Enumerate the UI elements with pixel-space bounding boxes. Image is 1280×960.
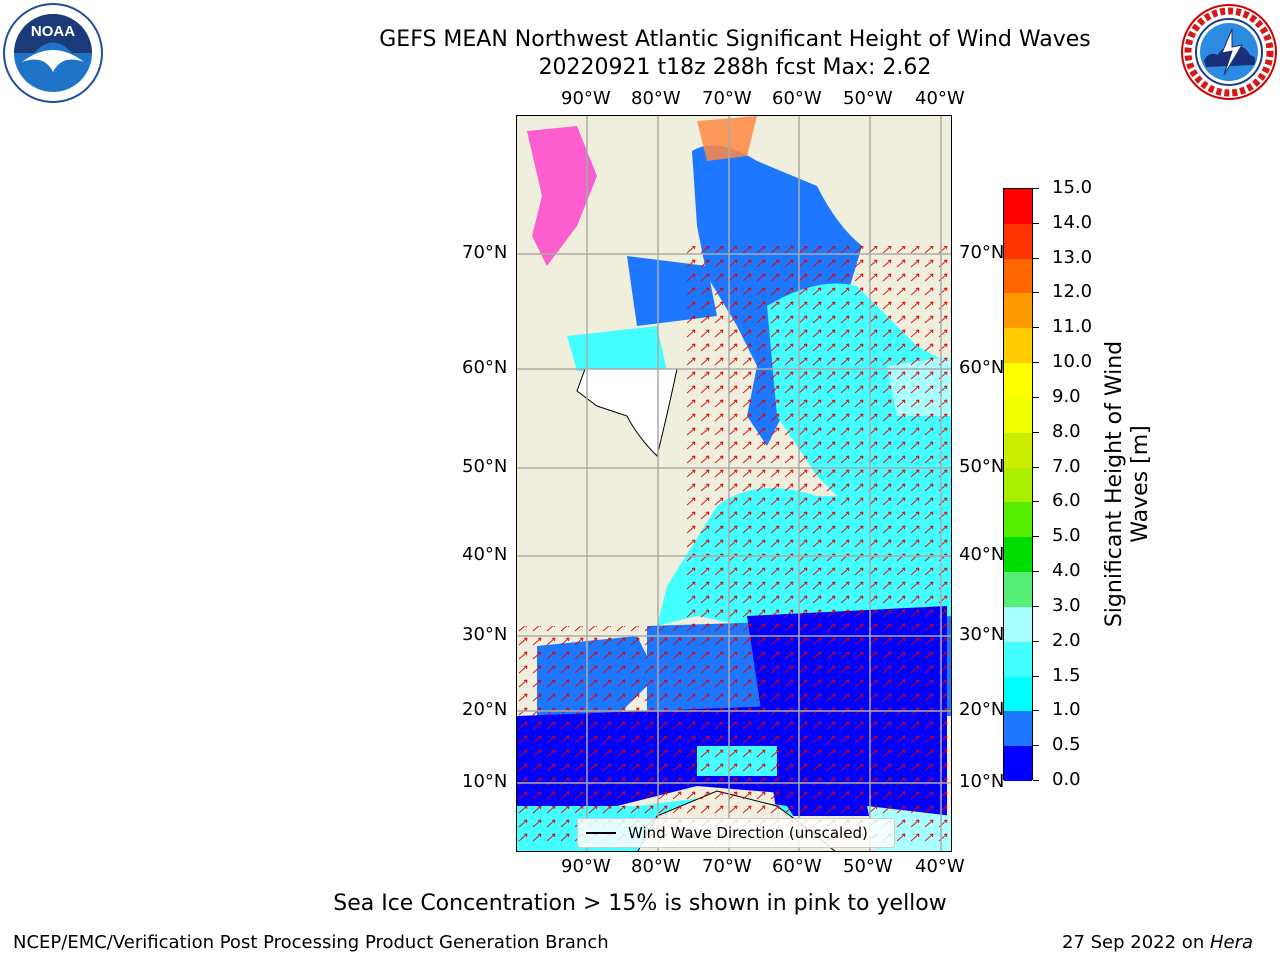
colorbar-tick-label: 0.5	[1052, 734, 1081, 756]
colorbar-tick-label: 4.0	[1052, 560, 1081, 582]
colorbar-tick-mark	[1033, 605, 1039, 607]
nws-logo	[1180, 3, 1278, 101]
map-legend: Wind Wave Direction (unscaled)	[577, 818, 895, 848]
colorbar-segment	[1004, 258, 1032, 294]
chart-subtitle: 20220921 t18z 288h fcst Max: 2.62	[538, 55, 932, 80]
lat-tick-right: 30°N	[959, 624, 1005, 645]
noaa-logo: NOAA	[2, 2, 104, 104]
colorbar-tick-label: 15.0	[1052, 177, 1093, 198]
sea-ice-pink	[527, 126, 597, 266]
colorbar-segment	[1004, 328, 1032, 364]
colorbar-segment	[1004, 711, 1032, 747]
colorbar-tick-label: 0.0	[1052, 769, 1081, 790]
colorbar-tick-mark	[1033, 466, 1039, 468]
colorbar-tick-label: 1.0	[1052, 699, 1081, 721]
colorbar-tick-mark	[1033, 257, 1039, 259]
colorbar-tick-label: 13.0	[1052, 246, 1093, 268]
lon-tick-top: 70°W	[702, 88, 752, 109]
lat-tick-right: 20°N	[959, 699, 1005, 720]
ocean-hudson-bay	[567, 326, 667, 371]
lat-tick-right: 10°N	[959, 771, 1005, 792]
credit-date: 27 Sep 2022 on Hera	[1062, 932, 1254, 953]
lat-tick-right: 60°N	[959, 357, 1005, 378]
colorbar-tick-label: 6.0	[1052, 490, 1081, 512]
colorbar-tick-mark	[1033, 292, 1039, 294]
colorbar-segment	[1004, 189, 1032, 224]
lon-tick-top: 90°W	[561, 88, 611, 109]
hudson-white	[576, 368, 678, 457]
lat-tick-left: 40°N	[462, 544, 508, 565]
colorbar-tick-label: 5.0	[1052, 525, 1081, 547]
colorbar-tick-label: 9.0	[1052, 385, 1081, 407]
colorbar-tick-mark	[1033, 362, 1039, 364]
colorbar-tick-label: 14.0	[1052, 211, 1093, 233]
colorbar-title: Significant Height of Wind Waves [m]	[1102, 340, 1153, 628]
lat-tick-left: 20°N	[462, 699, 508, 720]
lon-tick-bottom: 70°W	[702, 856, 752, 877]
colorbar-tick-mark	[1033, 640, 1039, 642]
lat-tick-right: 40°N	[959, 544, 1005, 565]
colorbar-tick-label: 11.0	[1052, 316, 1093, 338]
colorbar-tick-mark	[1033, 188, 1039, 189]
lat-tick-left: 50°N	[462, 456, 508, 477]
colorbar	[1003, 188, 1033, 781]
colorbar-segment	[1004, 293, 1032, 329]
colorbar-tick-label: 12.0	[1052, 281, 1093, 303]
colorbar-tick-label: 8.0	[1052, 420, 1081, 442]
lat-tick-left: 10°N	[462, 771, 508, 792]
lon-tick-top: 50°W	[843, 88, 893, 109]
map-canvas	[517, 116, 951, 851]
sea-ice-orange	[697, 116, 757, 161]
lon-tick-bottom: 50°W	[843, 856, 893, 877]
lon-tick-top: 40°W	[915, 88, 965, 109]
colorbar-tick-mark	[1033, 675, 1039, 677]
colorbar-tick-label: 7.0	[1052, 455, 1081, 477]
colorbar-tick-label: 1.5	[1052, 664, 1081, 686]
lat-tick-right: 70°N	[959, 242, 1005, 263]
legend-label: Wind Wave Direction (unscaled)	[628, 824, 868, 842]
colorbar-tick-mark	[1033, 745, 1039, 747]
colorbar-segment	[1004, 572, 1032, 607]
lat-tick-left: 60°N	[462, 357, 508, 378]
lat-tick-left: 70°N	[462, 242, 508, 263]
colorbar-segment	[1004, 676, 1032, 712]
lon-tick-bottom: 80°W	[631, 856, 681, 877]
colorbar-tick-label: 2.0	[1052, 629, 1081, 651]
lon-tick-top: 60°W	[772, 88, 822, 109]
lon-tick-top: 80°W	[631, 88, 681, 109]
svg-text:NOAA: NOAA	[31, 23, 75, 40]
colorbar-segment	[1004, 606, 1032, 642]
colorbar-tick-mark	[1033, 571, 1039, 573]
colorbar-tick-mark	[1033, 780, 1039, 781]
lat-tick-left: 30°N	[462, 624, 508, 645]
lon-tick-bottom: 40°W	[915, 856, 965, 877]
colorbar-segment	[1004, 502, 1032, 538]
colorbar-segment	[1004, 746, 1032, 781]
legend-line-icon	[586, 832, 616, 834]
colorbar-tick-mark	[1033, 710, 1039, 712]
wave-height-map	[516, 115, 952, 852]
lat-tick-right: 50°N	[959, 456, 1005, 477]
colorbar-tick-mark	[1033, 536, 1039, 538]
colorbar-tick-mark	[1033, 327, 1039, 329]
lon-tick-bottom: 90°W	[561, 856, 611, 877]
colorbar-segment	[1004, 467, 1032, 503]
colorbar-tick-mark	[1033, 222, 1039, 224]
lon-tick-bottom: 60°W	[772, 856, 822, 877]
colorbar-segment	[1004, 537, 1032, 573]
credit-branch: NCEP/EMC/Verification Post Processing Pr…	[13, 932, 609, 953]
colorbar-tick-label: 10.0	[1052, 351, 1093, 373]
colorbar-segment	[1004, 363, 1032, 398]
colorbar-segment	[1004, 397, 1032, 433]
colorbar-tick-mark	[1033, 501, 1039, 503]
sea-ice-note: Sea Ice Concentration > 15% is shown in …	[333, 891, 947, 916]
colorbar-segment	[1004, 223, 1032, 259]
colorbar-tick-mark	[1033, 396, 1039, 398]
colorbar-segment	[1004, 641, 1032, 677]
colorbar-tick-label: 3.0	[1052, 594, 1081, 616]
chart-title: GEFS MEAN Northwest Atlantic Significant…	[379, 27, 1091, 52]
colorbar-segment	[1004, 432, 1032, 468]
colorbar-tick-mark	[1033, 431, 1039, 433]
